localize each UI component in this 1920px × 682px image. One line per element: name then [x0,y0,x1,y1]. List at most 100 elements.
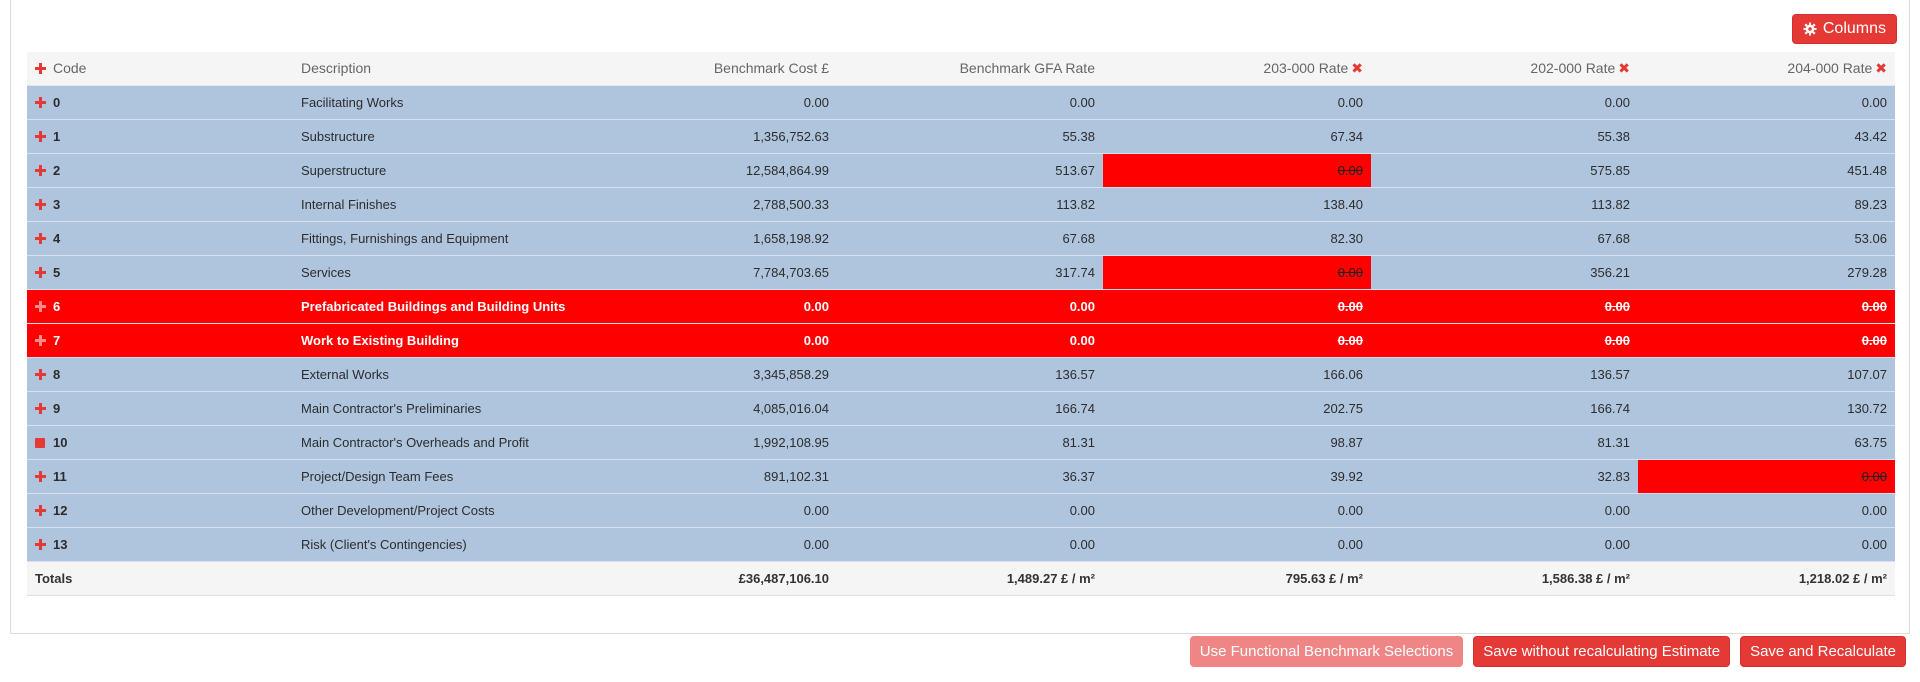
expand-icon[interactable] [35,504,46,516]
table-row[interactable]: 9 Main Contractor's Preliminaries 4,085,… [27,391,1895,426]
row-rate-202[interactable]: 113.82 [1371,187,1638,222]
row-rate-202[interactable]: 0.00 [1371,85,1638,120]
row-rate-204[interactable]: 53.06 [1638,221,1895,256]
row-rate-204[interactable]: 0.00 [1638,527,1895,562]
row-rate-202[interactable]: 55.38 [1371,119,1638,154]
table-row[interactable]: 3 Internal Finishes 2,788,500.33 113.82 … [27,187,1895,222]
row-cost: 12,584,864.99 [569,153,837,188]
row-rate-203[interactable]: 98.87 [1103,425,1371,460]
row-rate-202[interactable]: 166.74 [1371,391,1638,426]
totals-cost: £36,487,106.10 [569,561,837,596]
expand-icon[interactable] [35,470,46,482]
row-rate-202[interactable]: 32.83 [1371,459,1638,494]
row-rate-204[interactable]: 43.42 [1638,119,1895,154]
table-row[interactable]: 8 External Works 3,345,858.29 136.57 166… [27,357,1895,392]
row-code: 7 [53,332,61,348]
expand-icon[interactable] [35,232,46,244]
row-rate-204[interactable]: 0.00 [1861,298,1887,314]
table-row[interactable]: 10 Main Contractor's Overheads and Profi… [27,425,1895,460]
row-rate-203[interactable]: 0.00 [1337,332,1363,348]
row-cost: 891,102.31 [569,459,837,494]
row-gfa: 0.00 [837,289,1103,324]
row-rate-203[interactable]: 82.30 [1103,221,1371,256]
row-rate-204[interactable]: 451.48 [1638,153,1895,188]
row-rate-203[interactable]: 0.00 [1103,85,1371,120]
row-rate-204[interactable]: 0.00 [1638,85,1895,120]
header-code[interactable]: Code [27,52,293,86]
row-rate-202[interactable]: 0.00 [1371,527,1638,562]
table-row[interactable]: 13 Risk (Client's Contingencies) 0.00 0.… [27,527,1895,562]
header-description: Description [293,52,569,86]
save-and-recalculate-button[interactable]: Save and Recalculate [1740,636,1906,667]
expand-icon[interactable] [35,538,46,550]
table-row[interactable]: 5 Services 7,784,703.65 317.74 0.00 356.… [27,255,1895,290]
row-rate-202[interactable]: 0.00 [1371,493,1638,528]
row-rate-203[interactable]: 0.00 [1103,493,1371,528]
table-row-excluded[interactable]: 6 Prefabricated Buildings and Building U… [27,289,1895,324]
row-gfa: 0.00 [837,493,1103,528]
row-rate-204[interactable]: 279.28 [1638,255,1895,290]
expand-icon[interactable] [35,266,46,278]
table-row[interactable]: 0 Facilitating Works 0.00 0.00 0.00 0.00… [27,85,1895,120]
row-rate-202[interactable]: 67.68 [1371,221,1638,256]
remove-column-204-icon[interactable]: ✖ [1875,59,1887,76]
row-rate-202[interactable]: 356.21 [1371,255,1638,290]
row-rate-203[interactable]: 67.34 [1103,119,1371,154]
row-gfa: 55.38 [837,119,1103,154]
row-rate-203-excluded[interactable]: 0.00 [1103,255,1371,290]
row-rate-204[interactable]: 107.07 [1638,357,1895,392]
table-row[interactable]: 11 Project/Design Team Fees 891,102.31 3… [27,459,1895,494]
row-rate-202[interactable]: 0.00 [1604,332,1630,348]
row-rate-203[interactable]: 39.92 [1103,459,1371,494]
row-rate-202[interactable]: 81.31 [1371,425,1638,460]
row-rate-204[interactable]: 0.00 [1638,493,1895,528]
table-row[interactable]: 4 Fittings, Furnishings and Equipment 1,… [27,221,1895,256]
table-row-excluded[interactable]: 7 Work to Existing Building 0.00 0.00 0.… [27,323,1895,358]
expand-icon[interactable] [35,368,46,380]
row-rate-203-excluded[interactable]: 0.00 [1103,153,1371,188]
header-rate-204: 204-000 Rate ✖ [1638,52,1895,86]
expand-icon[interactable] [35,198,46,210]
row-rate-204: 0.00 [1861,468,1887,484]
row-rate-204[interactable]: 0.00 [1861,332,1887,348]
benchmark-panel: Columns Code Description Benchmark Cost … [10,0,1910,634]
table-row[interactable]: 12 Other Development/Project Costs 0.00 … [27,493,1895,528]
row-rate-203[interactable]: 166.06 [1103,357,1371,392]
row-rate-203[interactable]: 0.00 [1337,298,1363,314]
expand-icon[interactable] [35,334,46,346]
use-functional-benchmark-button[interactable]: Use Functional Benchmark Selections [1189,636,1464,667]
row-description: Work to Existing Building [293,323,569,358]
remove-column-203-icon[interactable]: ✖ [1351,59,1363,76]
row-rate-204[interactable]: 130.72 [1638,391,1895,426]
row-gfa: 36.37 [837,459,1103,494]
row-rate-202[interactable]: 575.85 [1371,153,1638,188]
expand-icon[interactable] [35,164,46,176]
row-rate-202[interactable]: 136.57 [1371,357,1638,392]
table-row[interactable]: 1 Substructure 1,356,752.63 55.38 67.34 … [27,119,1895,154]
row-rate-203[interactable]: 202.75 [1103,391,1371,426]
header-rate-203: 203-000 Rate ✖ [1103,52,1371,86]
columns-button[interactable]: Columns [1791,14,1897,44]
row-rate-203[interactable]: 0.00 [1103,527,1371,562]
expand-all-icon[interactable] [35,63,46,75]
expand-icon[interactable] [35,96,46,108]
collapse-icon[interactable] [35,437,45,448]
row-rate-204[interactable]: 89.23 [1638,187,1895,222]
table-header-row: Code Description Benchmark Cost £ Benchm… [27,52,1895,86]
expand-icon[interactable] [35,402,46,414]
row-rate-204-excluded[interactable]: 0.00 [1638,459,1895,494]
remove-column-202-icon[interactable]: ✖ [1618,59,1630,76]
expand-icon[interactable] [35,130,46,142]
expand-icon[interactable] [35,300,46,312]
row-description: External Works [293,357,569,392]
row-cost: 1,658,198.92 [569,221,837,256]
row-rate-204[interactable]: 63.75 [1638,425,1895,460]
row-code: 11 [53,468,67,484]
row-gfa: 0.00 [837,527,1103,562]
row-rate-202[interactable]: 0.00 [1604,298,1630,314]
row-rate-203[interactable]: 138.40 [1103,187,1371,222]
table-row[interactable]: 2 Superstructure 12,584,864.99 513.67 0.… [27,153,1895,188]
benchmark-table: Code Description Benchmark Cost £ Benchm… [27,52,1895,596]
row-code: 6 [53,298,61,314]
save-without-recalculating-button[interactable]: Save without recalculating Estimate [1473,636,1731,667]
